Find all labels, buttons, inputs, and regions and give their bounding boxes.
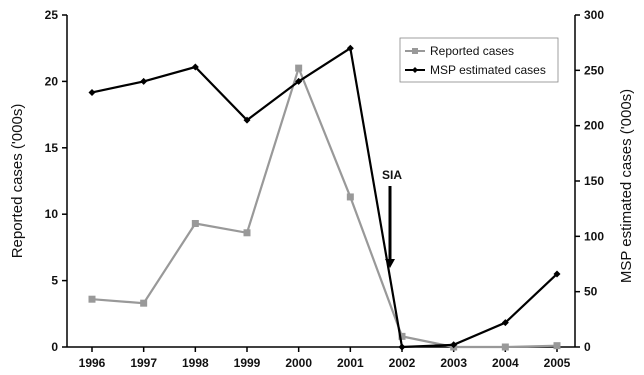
left-y-axis-ticks: 0 5 10 15 20 25 xyxy=(45,8,67,354)
data-point xyxy=(553,342,561,350)
right-y-tick-label: 100 xyxy=(584,229,604,243)
x-tick-label: 2001 xyxy=(337,356,364,370)
left-y-tick-label: 15 xyxy=(45,141,59,155)
right-y-axis-title: MSP estimated cases ('000s) xyxy=(618,89,635,283)
data-point xyxy=(501,343,509,351)
x-tick-label: 2003 xyxy=(440,356,467,370)
legend-reported-label: Reported cases xyxy=(430,44,514,58)
x-tick-label: 2005 xyxy=(544,356,571,370)
series-layer xyxy=(88,44,561,351)
left-y-axis-title: Reported cases ('000s) xyxy=(9,104,26,259)
right-y-tick-label: 300 xyxy=(584,8,604,22)
legend-msp-marker xyxy=(412,67,418,73)
x-tick-label: 1996 xyxy=(79,356,106,370)
series-msp-estimated-cases xyxy=(88,44,561,351)
data-point xyxy=(295,64,303,72)
right-y-axis-ticks: 0 50 100 150 200 250 300 xyxy=(575,8,604,354)
data-point xyxy=(553,270,561,278)
data-point xyxy=(243,229,251,237)
sia-annotation: SIA xyxy=(382,168,402,268)
data-point xyxy=(346,193,354,201)
data-point xyxy=(191,219,199,227)
x-tick-label: 2000 xyxy=(285,356,312,370)
left-y-tick-label: 5 xyxy=(51,274,58,288)
sia-annotation-label: SIA xyxy=(382,168,402,182)
legend-item-reported: Reported cases xyxy=(405,44,514,58)
data-point xyxy=(191,63,199,71)
legend-item-msp: MSP estimated cases xyxy=(405,63,546,77)
legend-box xyxy=(399,37,559,83)
data-point xyxy=(295,77,303,85)
legend: Reported cases MSP estimated cases xyxy=(399,37,559,83)
left-y-tick-label: 20 xyxy=(45,74,59,88)
series-line xyxy=(91,64,558,349)
data-point xyxy=(140,299,148,307)
legend-msp-label: MSP estimated cases xyxy=(430,63,546,77)
data-point xyxy=(243,116,251,124)
data-point xyxy=(398,343,406,351)
right-y-tick-label: 0 xyxy=(584,340,591,354)
left-y-tick-label: 0 xyxy=(51,340,58,354)
x-tick-label: 1997 xyxy=(130,356,157,370)
x-tick-label: 2004 xyxy=(492,356,519,370)
right-y-tick-label: 250 xyxy=(584,63,604,77)
legend-reported-marker xyxy=(412,48,418,54)
right-y-tick-label: 150 xyxy=(584,174,604,188)
series-line xyxy=(91,46,558,349)
data-point xyxy=(501,319,509,327)
left-y-tick-label: 25 xyxy=(45,8,59,22)
data-point xyxy=(346,44,354,52)
data-point xyxy=(450,341,458,349)
right-y-tick-label: 200 xyxy=(584,119,604,133)
left-y-tick-label: 10 xyxy=(45,207,59,221)
series-reported-cases xyxy=(88,64,561,351)
x-tick-label: 1999 xyxy=(234,356,261,370)
data-point xyxy=(140,77,148,85)
data-point xyxy=(88,295,96,303)
right-y-tick-label: 50 xyxy=(584,285,598,299)
x-axis-ticks: 1996 1997 1998 1999 2000 2001 2002 2003 2004 2005 xyxy=(79,347,571,370)
sia-arrow-head xyxy=(385,259,395,268)
x-tick-label: 1998 xyxy=(182,356,209,370)
data-point xyxy=(398,332,406,340)
x-tick-label: 2002 xyxy=(389,356,416,370)
data-point xyxy=(88,88,96,96)
